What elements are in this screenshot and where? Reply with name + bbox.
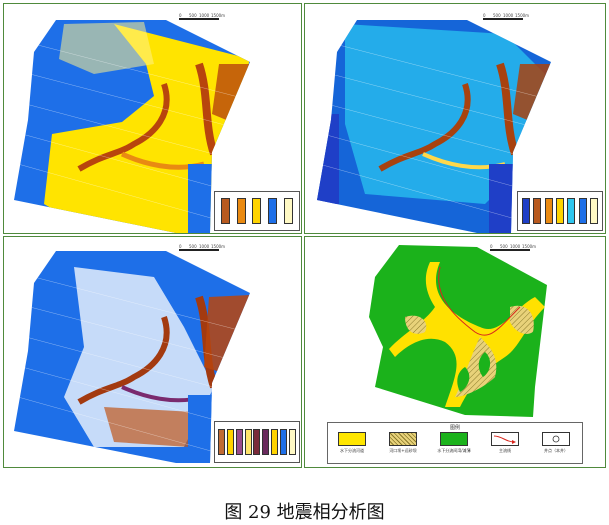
- edge-facies-east-2: [489, 164, 513, 233]
- legend-item-plain: 水下分流间湾/滩薄: [434, 432, 474, 453]
- inline-grid-3: [17, 276, 250, 454]
- legend-swatch: [283, 198, 293, 224]
- legend-label: 井点（本井）: [544, 448, 568, 453]
- channel-facies-main-4: [389, 262, 545, 407]
- dark-facies-south-3: [104, 407, 194, 447]
- legend-swatch: [555, 198, 564, 224]
- legend-swatch: [268, 198, 278, 224]
- seismic-facies-map-2: 0 500 1000 1500m: [304, 3, 606, 234]
- survey-area-3: [14, 251, 250, 463]
- dark-facies-east-1: [212, 64, 250, 124]
- legend-swatch: [235, 429, 243, 455]
- seismic-facies-map-3: 0 500 1000 1500m: [3, 236, 302, 468]
- legend-swatch: [590, 198, 599, 224]
- legend-swatch: [521, 198, 530, 224]
- inline-grid-2: [318, 43, 551, 221]
- plain-island-4a: [478, 352, 491, 377]
- map-4-svg: [369, 245, 547, 417]
- legend-swatch: [280, 429, 288, 455]
- legend-swatch-bar: [389, 432, 417, 446]
- legend-1: [214, 191, 300, 231]
- legend-swatch: [236, 198, 246, 224]
- legend-swatch: [544, 198, 553, 224]
- legend-4: 图例 水下分流河道 河口坝+远砂坝 水下分流间湾/滩薄 主流线: [327, 422, 583, 464]
- dark-facies-east-2: [513, 64, 551, 124]
- legend-title: 图例: [449, 425, 460, 431]
- dark-facies-channel-2b: [496, 62, 519, 156]
- figure-caption: 图 29 地震相分析图: [224, 502, 385, 523]
- legend-swatch: [533, 198, 542, 224]
- seismic-facies-map-1: 0 500 1000 1500m: [3, 3, 302, 234]
- legend-swatch: [271, 429, 279, 455]
- blue-strip-1: [188, 164, 212, 233]
- legend-3: [214, 421, 300, 463]
- legend-label: 水下分流河道: [340, 448, 364, 453]
- legend-swatch: [226, 429, 234, 455]
- legend-label: 主流线: [499, 448, 511, 453]
- legend-2: [517, 191, 603, 231]
- legend-label: 河口坝+远砂坝: [389, 448, 417, 453]
- dark-facies-channel-2a: [378, 83, 471, 172]
- legend-swatch-well: [542, 432, 570, 446]
- dark-facies-east-3: [204, 295, 250, 377]
- dark-facies-channel-1b: [195, 62, 218, 156]
- legend-swatch: [217, 429, 225, 455]
- dark-facies-channel-1a: [77, 83, 170, 172]
- bar-facies-4c: [405, 315, 427, 334]
- dark-facies-channel-3a: [77, 316, 170, 405]
- legend-swatch-channel: [338, 432, 366, 446]
- plain-island-4b: [457, 367, 470, 392]
- bright-facies-north-1: [59, 22, 154, 74]
- inline-grid-1: [17, 43, 250, 221]
- edge-facies-west-2: [317, 114, 339, 204]
- legend-swatch: [578, 198, 587, 224]
- map-1-svg: [14, 20, 250, 233]
- legend-item-channel: 水下分流河道: [332, 432, 372, 453]
- survey-area-4: [369, 245, 547, 417]
- legend-swatch-flow-line: [491, 432, 519, 446]
- map-2-svg: [317, 20, 551, 233]
- main-flow-line-4: [438, 266, 521, 336]
- legend-item-well: 井点（本井）: [536, 432, 576, 453]
- legend-swatch-plain: [440, 432, 468, 446]
- legend-swatch: [288, 429, 296, 455]
- legend-item-flow-line: 主流线: [485, 432, 525, 453]
- legend-swatch: [244, 429, 252, 455]
- legend-swatch: [221, 198, 231, 224]
- legend-item-bar: 河口坝+远砂坝: [383, 432, 423, 453]
- bar-facies-4b: [510, 305, 534, 334]
- blue-strip-3: [188, 395, 212, 463]
- survey-area-1: [14, 20, 250, 233]
- legend-swatch: [253, 429, 261, 455]
- legend-swatch: [262, 429, 270, 455]
- legend-swatch: [567, 198, 576, 224]
- sedimentary-facies-map: 0 500 1000 1500m 图例 水下分流河道 河口坝+远砂坝 水下分流间…: [304, 236, 606, 468]
- legend-swatch: [252, 198, 262, 224]
- legend-label: 水下分流间湾/滩薄: [437, 448, 471, 453]
- map-3-svg: [14, 251, 250, 463]
